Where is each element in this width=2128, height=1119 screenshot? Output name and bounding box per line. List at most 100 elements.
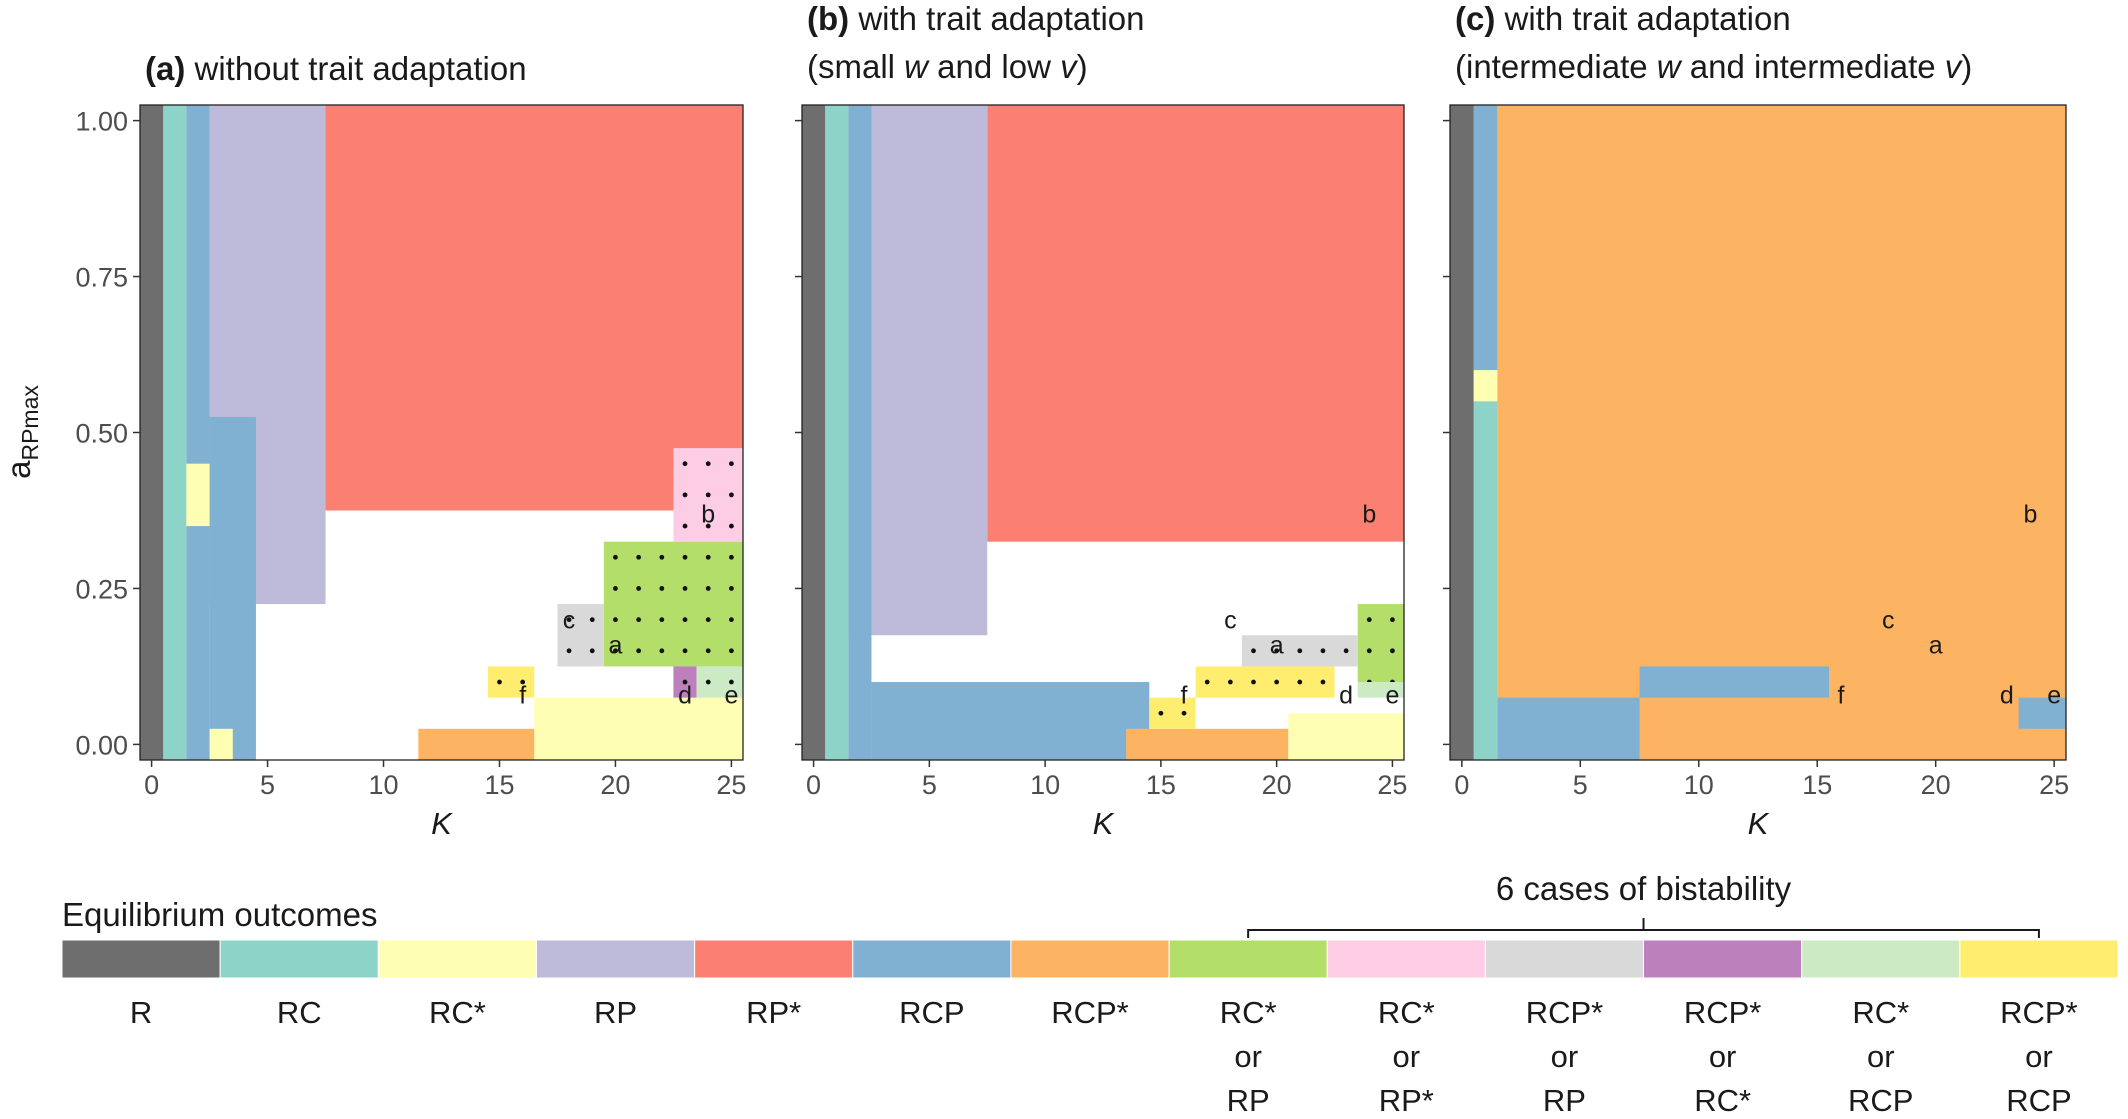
panel-title-segment: w <box>904 48 930 85</box>
bistability-dot <box>682 523 688 529</box>
bistability-dot <box>636 648 642 654</box>
legend-label: RC* <box>1694 1083 1751 1118</box>
bistability-dot <box>659 648 665 654</box>
y-tick-label: 0.25 <box>75 574 128 604</box>
region-RPs <box>325 105 743 511</box>
legend-label: or <box>1234 1039 1262 1074</box>
legend-label: RCP <box>899 995 964 1030</box>
region-RCP <box>1497 697 1640 760</box>
bistability-label: 6 cases of bistability <box>1496 870 1792 907</box>
bistability-dot <box>705 492 711 498</box>
legend-swatch-RCP <box>852 939 1012 979</box>
case-label-d: d <box>2000 682 2014 710</box>
legend-label: RCP <box>2006 1083 2071 1118</box>
region-RCPs <box>1126 728 1289 760</box>
legend-swatch-RCsRCP <box>1801 939 1961 979</box>
bistability-bracket <box>1247 918 2040 938</box>
legend-swatch-RCPs <box>1010 939 1170 979</box>
legend-label: or <box>1709 1039 1737 1074</box>
x-tick-label: 5 <box>260 770 275 800</box>
y-axis-label-sub: RPmax <box>17 385 43 461</box>
legend-label: or <box>2025 1039 2053 1074</box>
x-tick-label: 20 <box>1262 770 1292 800</box>
bistability-dot <box>566 617 572 623</box>
bistability-dot <box>682 648 688 654</box>
bistability-dot <box>705 648 711 654</box>
x-axis-label: K <box>1748 806 1770 841</box>
case-label-a: a <box>1929 632 1943 660</box>
x-tick-label: 5 <box>1573 770 1588 800</box>
panel-b: 0 5 10 15 20 25 Ka b c d e f (b) with trait adaptati… <box>795 0 1407 841</box>
legend: Equilibrium outcomes R RC RC* RP RP* RCP RCP* RC… <box>61 870 2119 1118</box>
region-RPs <box>987 105 1404 542</box>
bistability-dot <box>1343 648 1349 654</box>
bistability-dot <box>729 679 734 685</box>
bistability-dot <box>682 554 688 560</box>
region-RCs <box>1288 713 1404 760</box>
region-R <box>140 105 164 760</box>
y-tick-label: 0.75 <box>75 263 128 293</box>
region-RC <box>163 105 187 760</box>
case-label-c: c <box>1224 607 1237 635</box>
legend-label: RCP* <box>1684 995 1762 1030</box>
legend-label: RCP* <box>1526 995 1604 1030</box>
bistability-dot <box>1390 648 1395 654</box>
bistability-dot <box>1158 710 1164 716</box>
region-RCP <box>871 682 1150 760</box>
legend-label: RC* <box>1852 995 1909 1030</box>
panel-title-line: (b) with trait adaptation <box>807 0 1144 37</box>
bistability-dot <box>729 554 734 560</box>
panel-title-segment: and intermediate <box>1681 48 1945 85</box>
bistability-dot <box>1320 648 1326 654</box>
legend-swatch-RPs <box>694 939 854 979</box>
bistability-dot <box>520 679 526 685</box>
panel-a: 0 5 10 15 20 25 0.00 0.25 0.50 0.75 1.00 Ka b c d e f (a)… <box>75 50 746 841</box>
region-R <box>802 105 826 760</box>
bistability-dot <box>659 554 665 560</box>
bistability-dot <box>682 461 688 467</box>
x-tick-label: 25 <box>2039 770 2069 800</box>
bistability-dot <box>1297 679 1303 685</box>
case-label-c: c <box>1882 607 1895 635</box>
legend-label: or <box>1867 1039 1895 1074</box>
x-tick-label: 0 <box>806 770 821 800</box>
region-RCP <box>209 416 256 760</box>
panel-c: 0 5 10 15 20 25 Ka b c d e f (c) with trait adaptati… <box>1443 0 2069 841</box>
legend-label: RP <box>1543 1083 1586 1118</box>
legend-label: RCP <box>1848 1083 1913 1118</box>
panel-title-line: (intermediate w and intermediate v) <box>1455 48 1972 85</box>
panel-title-segment: ) <box>1077 48 1088 85</box>
bistability-dot <box>1390 617 1395 623</box>
bistability-dot <box>682 617 688 623</box>
panel-title-segment: ) <box>1961 48 1972 85</box>
x-tick-label: 20 <box>600 770 630 800</box>
bistability-dot <box>1251 679 1256 685</box>
bistability-dot <box>636 554 642 560</box>
bistability-dot <box>1274 679 1280 685</box>
bistability-dot <box>497 679 502 685</box>
case-label-f: f <box>1837 682 1844 710</box>
bistability-dot <box>705 617 711 623</box>
bistability-dot <box>705 586 711 591</box>
legend-label: RP* <box>746 995 801 1030</box>
panel-title-segment: without trait adaptation <box>194 50 527 87</box>
case-label-f: f <box>519 682 526 710</box>
case-label-d: d <box>1339 682 1353 710</box>
x-tick-label: 25 <box>1377 770 1407 800</box>
legend-swatch-RC <box>219 939 379 979</box>
panel-title-segment: v <box>1945 48 1964 85</box>
bistability-dot <box>705 523 711 529</box>
bistability-dot <box>1274 648 1280 654</box>
case-label-b: b <box>2024 501 2038 529</box>
panel-title-segment: (small <box>807 48 904 85</box>
x-tick-label: 25 <box>716 770 746 800</box>
legend-label: RC <box>277 995 322 1030</box>
case-label-f: f <box>1181 682 1188 710</box>
bistability-dot <box>1204 679 1210 685</box>
y-tick-label: 0.50 <box>75 419 128 449</box>
region-RCPsRCP <box>1149 697 1196 729</box>
case-label-a: a <box>1270 632 1284 660</box>
x-axis-label: K <box>431 806 453 841</box>
y-tick-label: 1.00 <box>75 107 128 137</box>
region-RCsRCP <box>1357 682 1404 698</box>
